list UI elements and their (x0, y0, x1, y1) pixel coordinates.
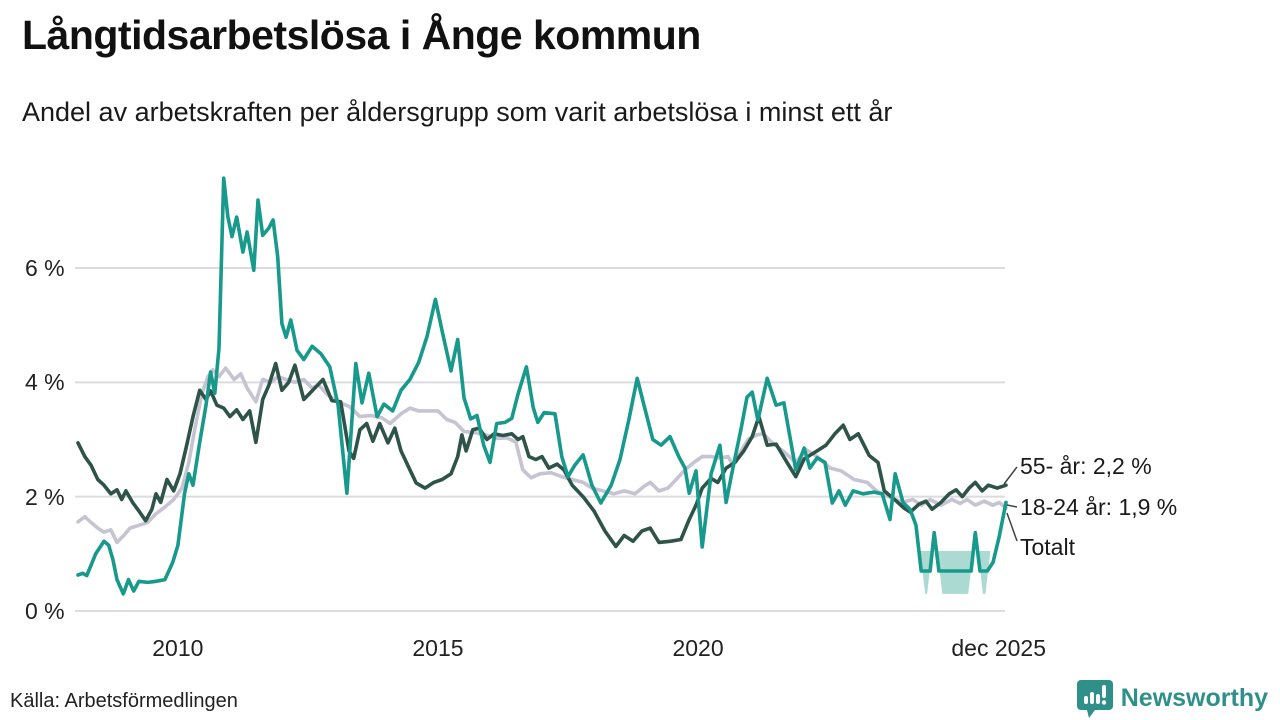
annotation-leader-line (1006, 512, 1018, 542)
x-tick-label: 2015 (412, 635, 464, 661)
annotation-leader-line (1006, 504, 1018, 508)
source-note: Källa: Arbetsförmedlingen (10, 690, 238, 712)
series-line-totalt (76, 366, 1008, 545)
page-subtitle: Andel av arbetskraften per åldersgrupp s… (22, 97, 893, 127)
newsworthy-logo-icon (1076, 680, 1113, 718)
annotation-totalt: Totalt (1020, 534, 1075, 560)
annotation-18-24-ar: 18-24 år: 1,9 % (1020, 494, 1178, 520)
y-tick-label: 6 % (25, 255, 65, 281)
y-tick-label: 0 % (25, 598, 65, 624)
x-tick-label: 2020 (672, 635, 724, 661)
annotation-leader-line (1003, 466, 1018, 485)
x-tick-label: dec 2025 (951, 635, 1047, 661)
x-tick-label: 2010 (152, 635, 204, 661)
annotation-55-ar: 55- år: 2,2 % (1020, 453, 1152, 479)
newsworthy-brand: Newsworthy (1076, 678, 1268, 718)
y-tick-label: 2 % (25, 483, 65, 510)
series-line-18-24-r (76, 176, 1008, 596)
y-tick-label: 4 % (25, 369, 65, 396)
newsworthy-brand-text: Newsworthy (1120, 683, 1268, 712)
series-line-55-r (76, 361, 1008, 549)
page-title: Långtidsarbetslösa i Ånge kommun (22, 12, 701, 58)
